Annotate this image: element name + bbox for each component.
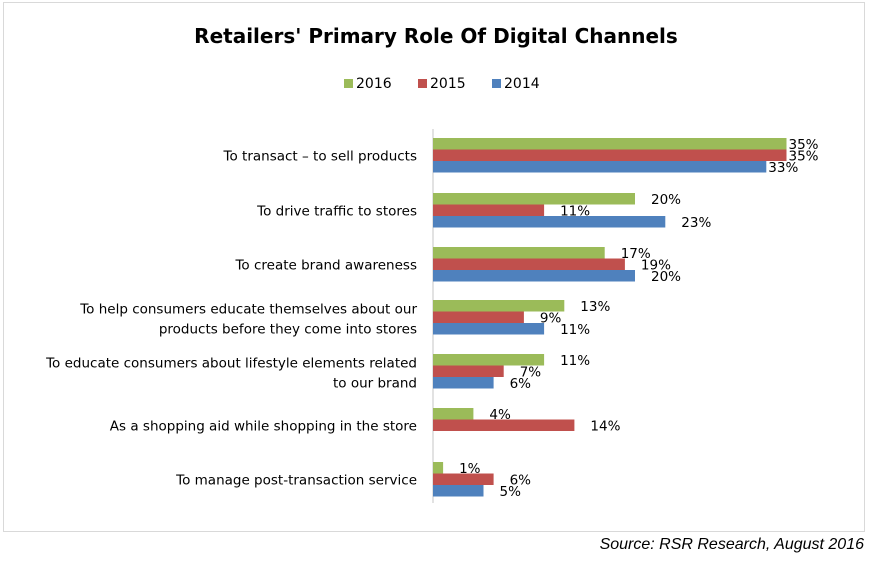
category-label: To drive traffic to stores <box>256 203 417 219</box>
category-label: As a shopping aid while shopping in the … <box>110 418 417 434</box>
value-label-2015: 11% <box>560 204 590 220</box>
bar-2014 <box>433 323 545 335</box>
legend-label-2015: 2015 <box>430 76 466 92</box>
bar-2015 <box>433 473 494 485</box>
value-label-2016: 20% <box>651 192 681 208</box>
value-label-2014: 5% <box>500 484 522 500</box>
value-labels: 35%35%33%20%11%23%17%19%20%13%9%11%11%7%… <box>459 137 819 500</box>
bar-2016 <box>433 138 787 150</box>
bar-2015 <box>433 258 625 270</box>
bar-2016 <box>433 462 444 474</box>
category-label: To help consumers educate themselves abo… <box>79 301 417 337</box>
value-label-2016: 17% <box>621 246 651 262</box>
chart-frame: Retailers' Primary Role Of Digital Chann… <box>3 2 865 532</box>
category-label: To manage post-transaction service <box>175 472 417 488</box>
value-label-2015: 19% <box>641 258 671 274</box>
value-label-2015: 35% <box>789 149 819 165</box>
category-labels: To transact – to sell products To drive t… <box>45 148 417 488</box>
chart-title: Retailers' Primary Role Of Digital Chann… <box>194 24 678 48</box>
bars <box>433 138 787 497</box>
bar-2014 <box>433 377 494 389</box>
bar-2014 <box>433 161 767 173</box>
value-label-2016: 11% <box>560 353 590 369</box>
value-label-2014: 11% <box>560 322 590 338</box>
value-label-2014: 33% <box>768 160 798 176</box>
bar-2014 <box>433 270 635 282</box>
bar-2015 <box>433 419 575 431</box>
value-label-2014: 6% <box>510 376 532 392</box>
bar-2016 <box>433 408 474 420</box>
bar-2016 <box>433 193 635 205</box>
value-label-2015: 6% <box>510 473 532 489</box>
bar-2016 <box>433 354 545 366</box>
legend-swatch-2014 <box>492 79 501 88</box>
value-label-2015: 14% <box>590 419 620 435</box>
bar-2015 <box>433 204 545 216</box>
bar-2016 <box>433 247 605 259</box>
source-note: Source: RSR Research, August 2016 <box>599 536 864 553</box>
value-label-2016: 13% <box>580 299 610 315</box>
legend: 2016 2015 2014 <box>344 76 540 92</box>
chart-svg: Retailers' Primary Role Of Digital Chann… <box>45 24 819 503</box>
category-label: To transact – to sell products <box>223 148 417 164</box>
legend-swatch-2016 <box>344 79 353 88</box>
legend-swatch-2015 <box>418 79 427 88</box>
value-label-2015: 9% <box>540 311 562 327</box>
legend-label-2016: 2016 <box>356 76 392 92</box>
value-label-2016: 4% <box>489 407 511 423</box>
value-label-2016: 1% <box>459 461 481 477</box>
category-label: To create brand awareness <box>234 257 417 273</box>
bar-2016 <box>433 300 565 312</box>
value-label-2014: 23% <box>681 215 711 231</box>
category-label: To educate consumers about lifestyle ele… <box>45 355 417 391</box>
bar-2014 <box>433 216 666 228</box>
bar-2014 <box>433 485 484 497</box>
value-label-2015: 7% <box>520 365 542 381</box>
bar-2015 <box>433 149 787 161</box>
value-label-2016: 35% <box>789 137 819 153</box>
bar-2015 <box>433 311 524 323</box>
bar-2015 <box>433 365 504 377</box>
legend-label-2014: 2014 <box>504 76 540 92</box>
value-label-2014: 20% <box>651 269 681 285</box>
